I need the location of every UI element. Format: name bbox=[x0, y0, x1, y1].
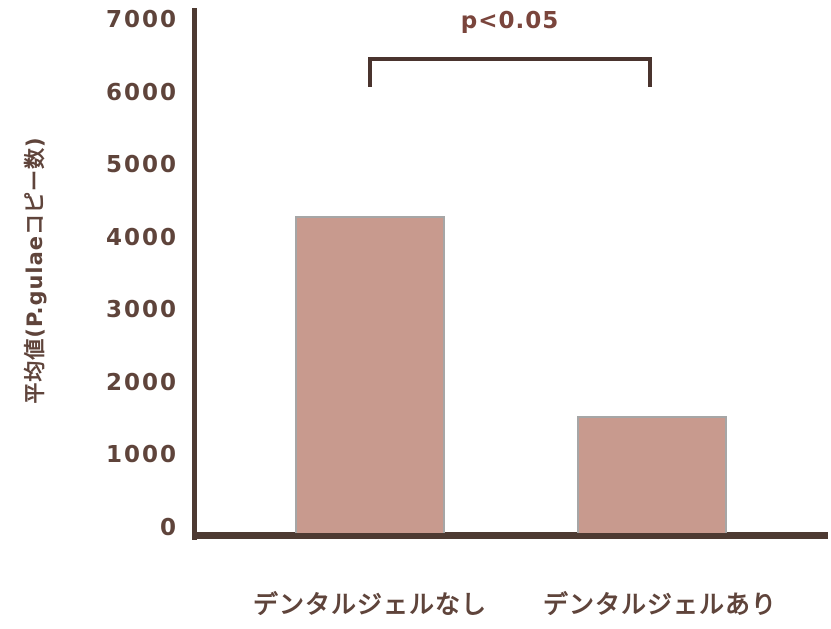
y-axis-line bbox=[192, 8, 197, 540]
x-category-label-yes: デンタルジェルあり bbox=[542, 590, 777, 619]
y-tick-label: 1000 bbox=[105, 442, 178, 469]
bar-dental-gel-yes bbox=[577, 415, 727, 533]
y-tick-label: 5000 bbox=[105, 152, 178, 179]
bar-dental-gel-none bbox=[295, 215, 445, 533]
y-axis-title: 平均値(P.gulaeコピー数) bbox=[23, 136, 47, 404]
x-axis-line bbox=[197, 532, 828, 539]
p-value-label: p<0.05 bbox=[460, 8, 560, 34]
significance-bracket bbox=[368, 57, 652, 87]
y-tick-label: 3000 bbox=[105, 297, 178, 324]
x-category-label-none: デンタルジェルなし bbox=[252, 590, 487, 619]
y-tick-label: 0 bbox=[159, 515, 178, 541]
y-tick-label: 4000 bbox=[105, 224, 178, 251]
y-tick-label: 6000 bbox=[105, 79, 178, 106]
y-tick-label: 7000 bbox=[105, 7, 178, 33]
y-tick-label: 2000 bbox=[105, 369, 178, 396]
